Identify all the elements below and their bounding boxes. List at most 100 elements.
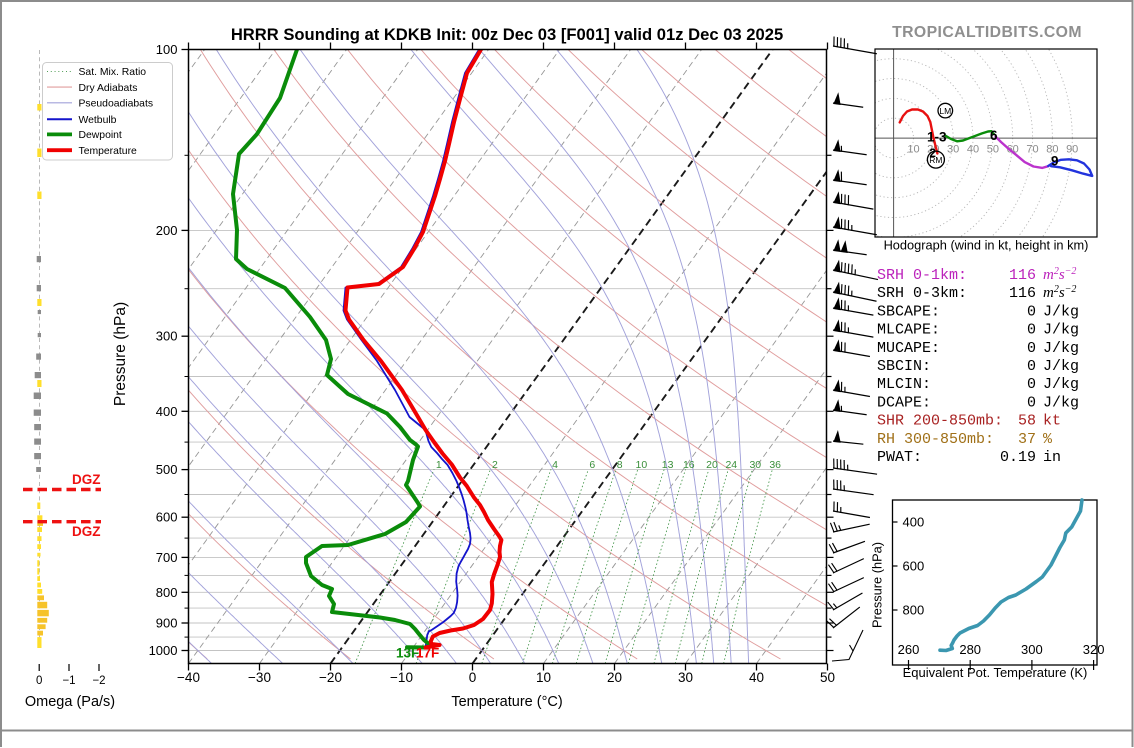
svg-text:10: 10	[907, 144, 919, 156]
svg-text:20: 20	[706, 459, 718, 471]
svg-text:0: 0	[1027, 303, 1036, 320]
svg-text:50: 50	[987, 144, 999, 156]
svg-text:PWAT:: PWAT:	[877, 449, 922, 466]
svg-text:−30: −30	[248, 670, 271, 685]
svg-text:2: 2	[930, 148, 936, 160]
svg-text:J/kg: J/kg	[1043, 303, 1079, 320]
svg-text:kt: kt	[1043, 413, 1061, 430]
svg-text:260: 260	[898, 642, 920, 657]
svg-text:MLCAPE:: MLCAPE:	[877, 322, 940, 339]
svg-text:70: 70	[1026, 144, 1038, 156]
svg-text:SHR 200-850mb:: SHR 200-850mb:	[877, 413, 1003, 430]
svg-text:40: 40	[967, 144, 979, 156]
svg-text:Pressure (hPa): Pressure (hPa)	[112, 302, 129, 406]
svg-text:8: 8	[617, 459, 623, 471]
svg-text:17F: 17F	[416, 646, 439, 661]
svg-text:13F: 13F	[396, 646, 419, 661]
svg-text:RM: RM	[929, 155, 942, 165]
svg-text:400: 400	[156, 404, 178, 419]
svg-text:600: 600	[903, 559, 925, 574]
svg-text:300: 300	[1021, 642, 1043, 657]
svg-text:2: 2	[492, 459, 498, 471]
svg-text:0.19: 0.19	[1000, 449, 1036, 466]
svg-text:600: 600	[156, 510, 178, 525]
svg-text:J/kg: J/kg	[1043, 322, 1079, 339]
svg-text:24: 24	[725, 459, 737, 471]
svg-text:J/kg: J/kg	[1043, 394, 1079, 411]
svg-text:SBCIN:: SBCIN:	[877, 358, 931, 375]
svg-text:60: 60	[1007, 144, 1019, 156]
svg-text:Dewpoint: Dewpoint	[79, 130, 122, 141]
svg-text:116: 116	[1009, 285, 1036, 302]
svg-text:6: 6	[589, 459, 595, 471]
svg-text:0: 0	[1027, 358, 1036, 375]
svg-text:90: 90	[1066, 144, 1078, 156]
svg-text:TROPICALTIDBITS.COM: TROPICALTIDBITS.COM	[892, 24, 1082, 41]
svg-text:116: 116	[1009, 267, 1036, 284]
svg-text:Wetbulb: Wetbulb	[79, 115, 117, 126]
svg-text:4: 4	[552, 459, 558, 471]
svg-text:400: 400	[903, 515, 925, 530]
svg-text:J/kg: J/kg	[1043, 358, 1079, 375]
svg-text:9: 9	[1051, 154, 1059, 169]
svg-text:MUCAPE:: MUCAPE:	[877, 340, 940, 357]
svg-text:58: 58	[1018, 413, 1036, 430]
svg-text:RH 300-850mb:: RH 300-850mb:	[877, 431, 994, 448]
svg-text:800: 800	[903, 603, 925, 618]
svg-text:Equivalent Pot. Temperature (K: Equivalent Pot. Temperature (K)	[903, 665, 1088, 680]
svg-text:50: 50	[820, 670, 835, 685]
svg-text:LM: LM	[939, 106, 951, 116]
svg-text:37: 37	[1018, 431, 1036, 448]
svg-text:−2: −2	[92, 675, 105, 687]
svg-text:16: 16	[683, 459, 695, 471]
svg-text:200: 200	[156, 223, 178, 238]
svg-text:80: 80	[1046, 144, 1058, 156]
svg-text:Pressure (hPa): Pressure (hPa)	[870, 542, 885, 628]
svg-text:10: 10	[536, 670, 551, 685]
svg-text:SBCAPE:: SBCAPE:	[877, 303, 940, 320]
svg-text:100: 100	[156, 42, 178, 57]
svg-text:30: 30	[678, 670, 693, 685]
svg-text:0: 0	[1027, 322, 1036, 339]
svg-text:900: 900	[156, 616, 178, 631]
svg-text:SRH 0-1km:: SRH 0-1km:	[877, 267, 967, 284]
svg-text:13: 13	[662, 459, 674, 471]
svg-text:20: 20	[607, 670, 622, 685]
svg-text:SRH 0-3km:: SRH 0-3km:	[877, 285, 967, 302]
svg-text:320: 320	[1083, 642, 1105, 657]
svg-text:10: 10	[636, 459, 648, 471]
svg-text:800: 800	[156, 585, 178, 600]
svg-text:DGZ: DGZ	[72, 524, 101, 539]
svg-text:30: 30	[749, 459, 761, 471]
svg-text:Omega (Pa/s): Omega (Pa/s)	[25, 694, 115, 710]
svg-text:in: in	[1043, 449, 1061, 466]
svg-text:500: 500	[156, 462, 178, 477]
svg-text:30: 30	[947, 144, 959, 156]
svg-text:−10: −10	[390, 670, 413, 685]
svg-text:Dry Adiabats: Dry Adiabats	[79, 83, 138, 94]
svg-text:DGZ: DGZ	[72, 472, 101, 487]
svg-text:HRRR Sounding at KDKB Init: 00: HRRR Sounding at KDKB Init: 00z Dec 03 […	[231, 25, 783, 44]
svg-text:Pseudoadiabats: Pseudoadiabats	[79, 99, 154, 110]
svg-text:Temperature: Temperature	[79, 146, 138, 157]
svg-text:1000: 1000	[149, 643, 178, 658]
svg-text:J/kg: J/kg	[1043, 376, 1079, 393]
svg-text:Hodograph (wind in kt, height: Hodograph (wind in kt, height in km)	[884, 238, 1089, 253]
svg-text:0: 0	[1027, 394, 1036, 411]
svg-text:300: 300	[156, 329, 178, 344]
svg-text:1: 1	[436, 459, 442, 471]
svg-text:0: 0	[36, 675, 42, 687]
svg-text:0: 0	[469, 670, 477, 685]
svg-text:280: 280	[959, 642, 981, 657]
svg-text:40: 40	[749, 670, 764, 685]
svg-text:6: 6	[990, 128, 998, 143]
svg-text:1-3: 1-3	[927, 130, 947, 145]
svg-text:−20: −20	[319, 670, 342, 685]
svg-text:Temperature (°C): Temperature (°C)	[451, 694, 562, 710]
svg-text:0: 0	[1027, 340, 1036, 357]
svg-text:J/kg: J/kg	[1043, 340, 1079, 357]
svg-text:700: 700	[156, 550, 178, 565]
svg-text:%: %	[1043, 431, 1053, 448]
svg-text:0: 0	[1027, 376, 1036, 393]
svg-text:36: 36	[769, 459, 781, 471]
